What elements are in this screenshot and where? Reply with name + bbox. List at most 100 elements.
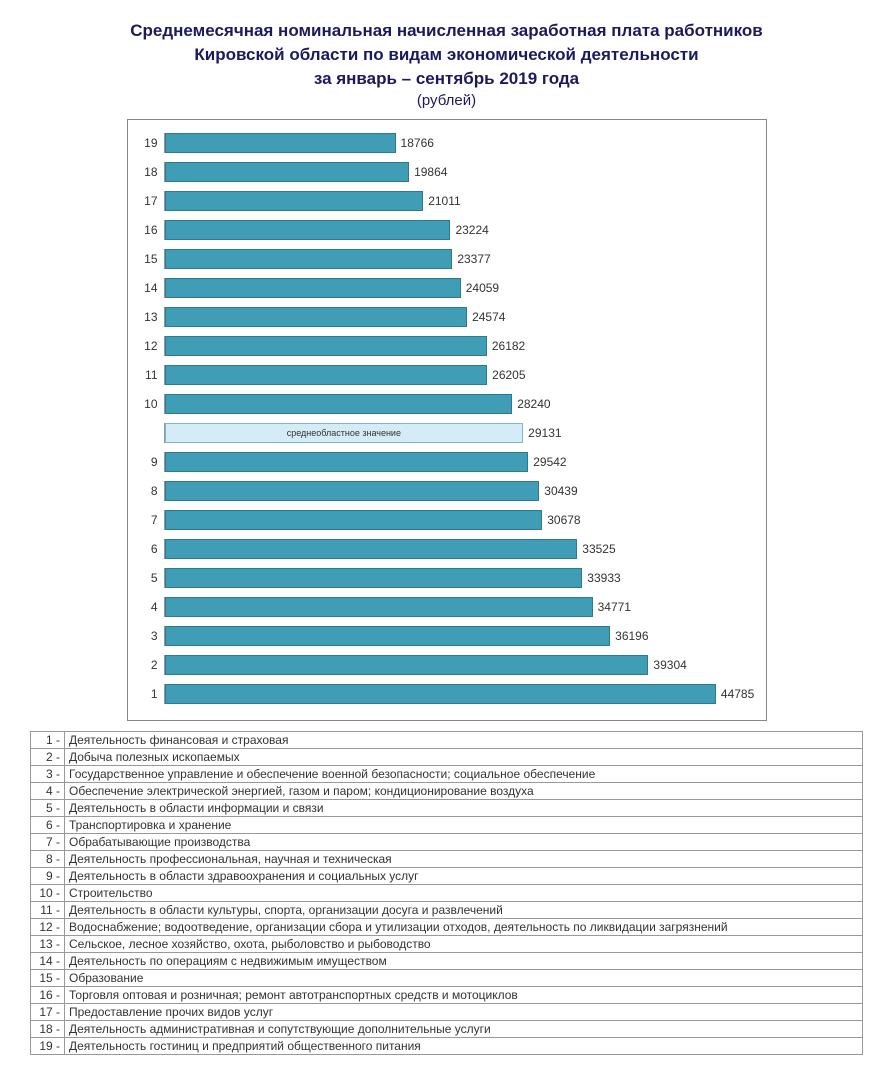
bar-y-label: 17 — [128, 194, 164, 208]
bar-row: 1028240 — [128, 391, 756, 417]
legend-row: 10 -Строительство — [31, 885, 863, 902]
legend-num: 11 - — [31, 902, 65, 919]
bar-y-label: 1 — [128, 687, 164, 701]
legend-text: Обрабатывающие производства — [65, 834, 863, 851]
bar-track: 39304 — [164, 655, 756, 675]
bar-track: 23224 — [164, 220, 756, 240]
bar-value-label: 19864 — [414, 165, 447, 179]
bar-value-label: 44785 — [721, 687, 754, 701]
bar-track: 30678 — [164, 510, 756, 530]
legend-text: Деятельность в области здравоохранения и… — [65, 868, 863, 885]
bar-row: 1226182 — [128, 333, 756, 359]
bar-y-label: 18 — [128, 165, 164, 179]
bar-row: 239304 — [128, 652, 756, 678]
bar-row: 1126205 — [128, 362, 756, 388]
bar-value-label: 29542 — [533, 455, 566, 469]
legend-text: Строительство — [65, 885, 863, 902]
bar-track: 24059 — [164, 278, 756, 298]
legend-row: 6 -Транспортировка и хранение — [31, 817, 863, 834]
bar-row: 929542 — [128, 449, 756, 475]
legend-text: Деятельность по операциям с недвижимым и… — [65, 953, 863, 970]
bar-row: 1623224 — [128, 217, 756, 243]
legend-num: 8 - — [31, 851, 65, 868]
legend-row: 2 -Добыча полезных ископаемых — [31, 749, 863, 766]
bar-track: 44785 — [164, 684, 756, 704]
legend-text: Государственное управление и обеспечение… — [65, 766, 863, 783]
bar-value-label: 28240 — [517, 397, 550, 411]
data-bar: 21011 — [165, 191, 424, 211]
bar-track: 33933 — [164, 568, 756, 588]
bar-row: 1324574 — [128, 304, 756, 330]
bar-value-label: 36196 — [615, 629, 648, 643]
bar-y-label: 14 — [128, 281, 164, 295]
legend-row: 9 -Деятельность в области здравоохранени… — [31, 868, 863, 885]
legend-row: 4 -Обеспечение электрической энергией, г… — [31, 783, 863, 800]
bar-y-label: 15 — [128, 252, 164, 266]
legend-row: 8 -Деятельность профессиональная, научна… — [31, 851, 863, 868]
bar-value-label: 30678 — [547, 513, 580, 527]
legend-row: 5 -Деятельность в области информации и с… — [31, 800, 863, 817]
legend-text: Деятельность в области культуры, спорта,… — [65, 902, 863, 919]
legend-num: 7 - — [31, 834, 65, 851]
legend-num: 13 - — [31, 936, 65, 953]
legend-table: 1 -Деятельность финансовая и страховая2 … — [30, 731, 863, 1055]
bar-value-label: 23224 — [455, 223, 488, 237]
legend-row: 19 -Деятельность гостиниц и предприятий … — [31, 1038, 863, 1055]
bar-row: 633525 — [128, 536, 756, 562]
legend-text: Деятельность финансовая и страховая — [65, 732, 863, 749]
bar-value-label: 29131 — [528, 426, 561, 440]
data-bar: 33525 — [165, 539, 578, 559]
bar-row: 533933 — [128, 565, 756, 591]
bar-track: 23377 — [164, 249, 756, 269]
legend-num: 9 - — [31, 868, 65, 885]
legend-row: 18 -Деятельность административная и сопу… — [31, 1021, 863, 1038]
data-bar: 23224 — [165, 220, 451, 240]
data-bar: 18766 — [165, 133, 396, 153]
legend-row: 1 -Деятельность финансовая и страховая — [31, 732, 863, 749]
legend-row: 16 -Торговля оптовая и розничная; ремонт… — [31, 987, 863, 1004]
data-bar: 34771 — [165, 597, 593, 617]
bar-value-label: 21011 — [428, 194, 460, 208]
bar-row: 434771 — [128, 594, 756, 620]
legend-row: 17 -Предоставление прочих видов услуг — [31, 1004, 863, 1021]
bar-track: 36196 — [164, 626, 756, 646]
bar-track: 29542 — [164, 452, 756, 472]
data-bar: 39304 — [165, 655, 649, 675]
data-bar: 26205 — [165, 365, 488, 385]
data-bar: 29542 — [165, 452, 529, 472]
bar-y-label: 4 — [128, 600, 164, 614]
legend-num: 1 - — [31, 732, 65, 749]
legend-num: 14 - — [31, 953, 65, 970]
legend-text: Деятельность административная и сопутств… — [65, 1021, 863, 1038]
avg-inner-label: среднеобластное значение — [287, 428, 401, 438]
legend-num: 3 - — [31, 766, 65, 783]
legend-num: 15 - — [31, 970, 65, 987]
title-line3: за январь – сентябрь 2019 года — [30, 68, 863, 90]
legend-text: Образование — [65, 970, 863, 987]
bar-value-label: 33525 — [582, 542, 615, 556]
bar-value-label: 39304 — [653, 658, 686, 672]
legend-row: 12 -Водоснабжение; водоотведение, органи… — [31, 919, 863, 936]
legend-num: 12 - — [31, 919, 65, 936]
legend-num: 4 - — [31, 783, 65, 800]
bar-y-label: 11 — [128, 368, 164, 382]
bar-row: 336196 — [128, 623, 756, 649]
data-bar: 23377 — [165, 249, 453, 269]
data-bar: 30439 — [165, 481, 540, 501]
bar-track: 34771 — [164, 597, 756, 617]
legend-row: 11 -Деятельность в области культуры, спо… — [31, 902, 863, 919]
bar-track: 30439 — [164, 481, 756, 501]
bar-y-label: 16 — [128, 223, 164, 237]
legend-text: Деятельность профессиональная, научная и… — [65, 851, 863, 868]
legend-num: 2 - — [31, 749, 65, 766]
bar-value-label: 30439 — [544, 484, 577, 498]
bar-track: 26205 — [164, 365, 756, 385]
bar-y-label: 7 — [128, 513, 164, 527]
bar-value-label: 33933 — [587, 571, 620, 585]
bar-track: 33525 — [164, 539, 756, 559]
bar-track: 28240 — [164, 394, 756, 414]
data-bar: 33933 — [165, 568, 583, 588]
bar-row: 7 30678 — [128, 507, 756, 533]
bar-row: 1918766 — [128, 130, 756, 156]
legend-row: 14 -Деятельность по операциям с недвижим… — [31, 953, 863, 970]
